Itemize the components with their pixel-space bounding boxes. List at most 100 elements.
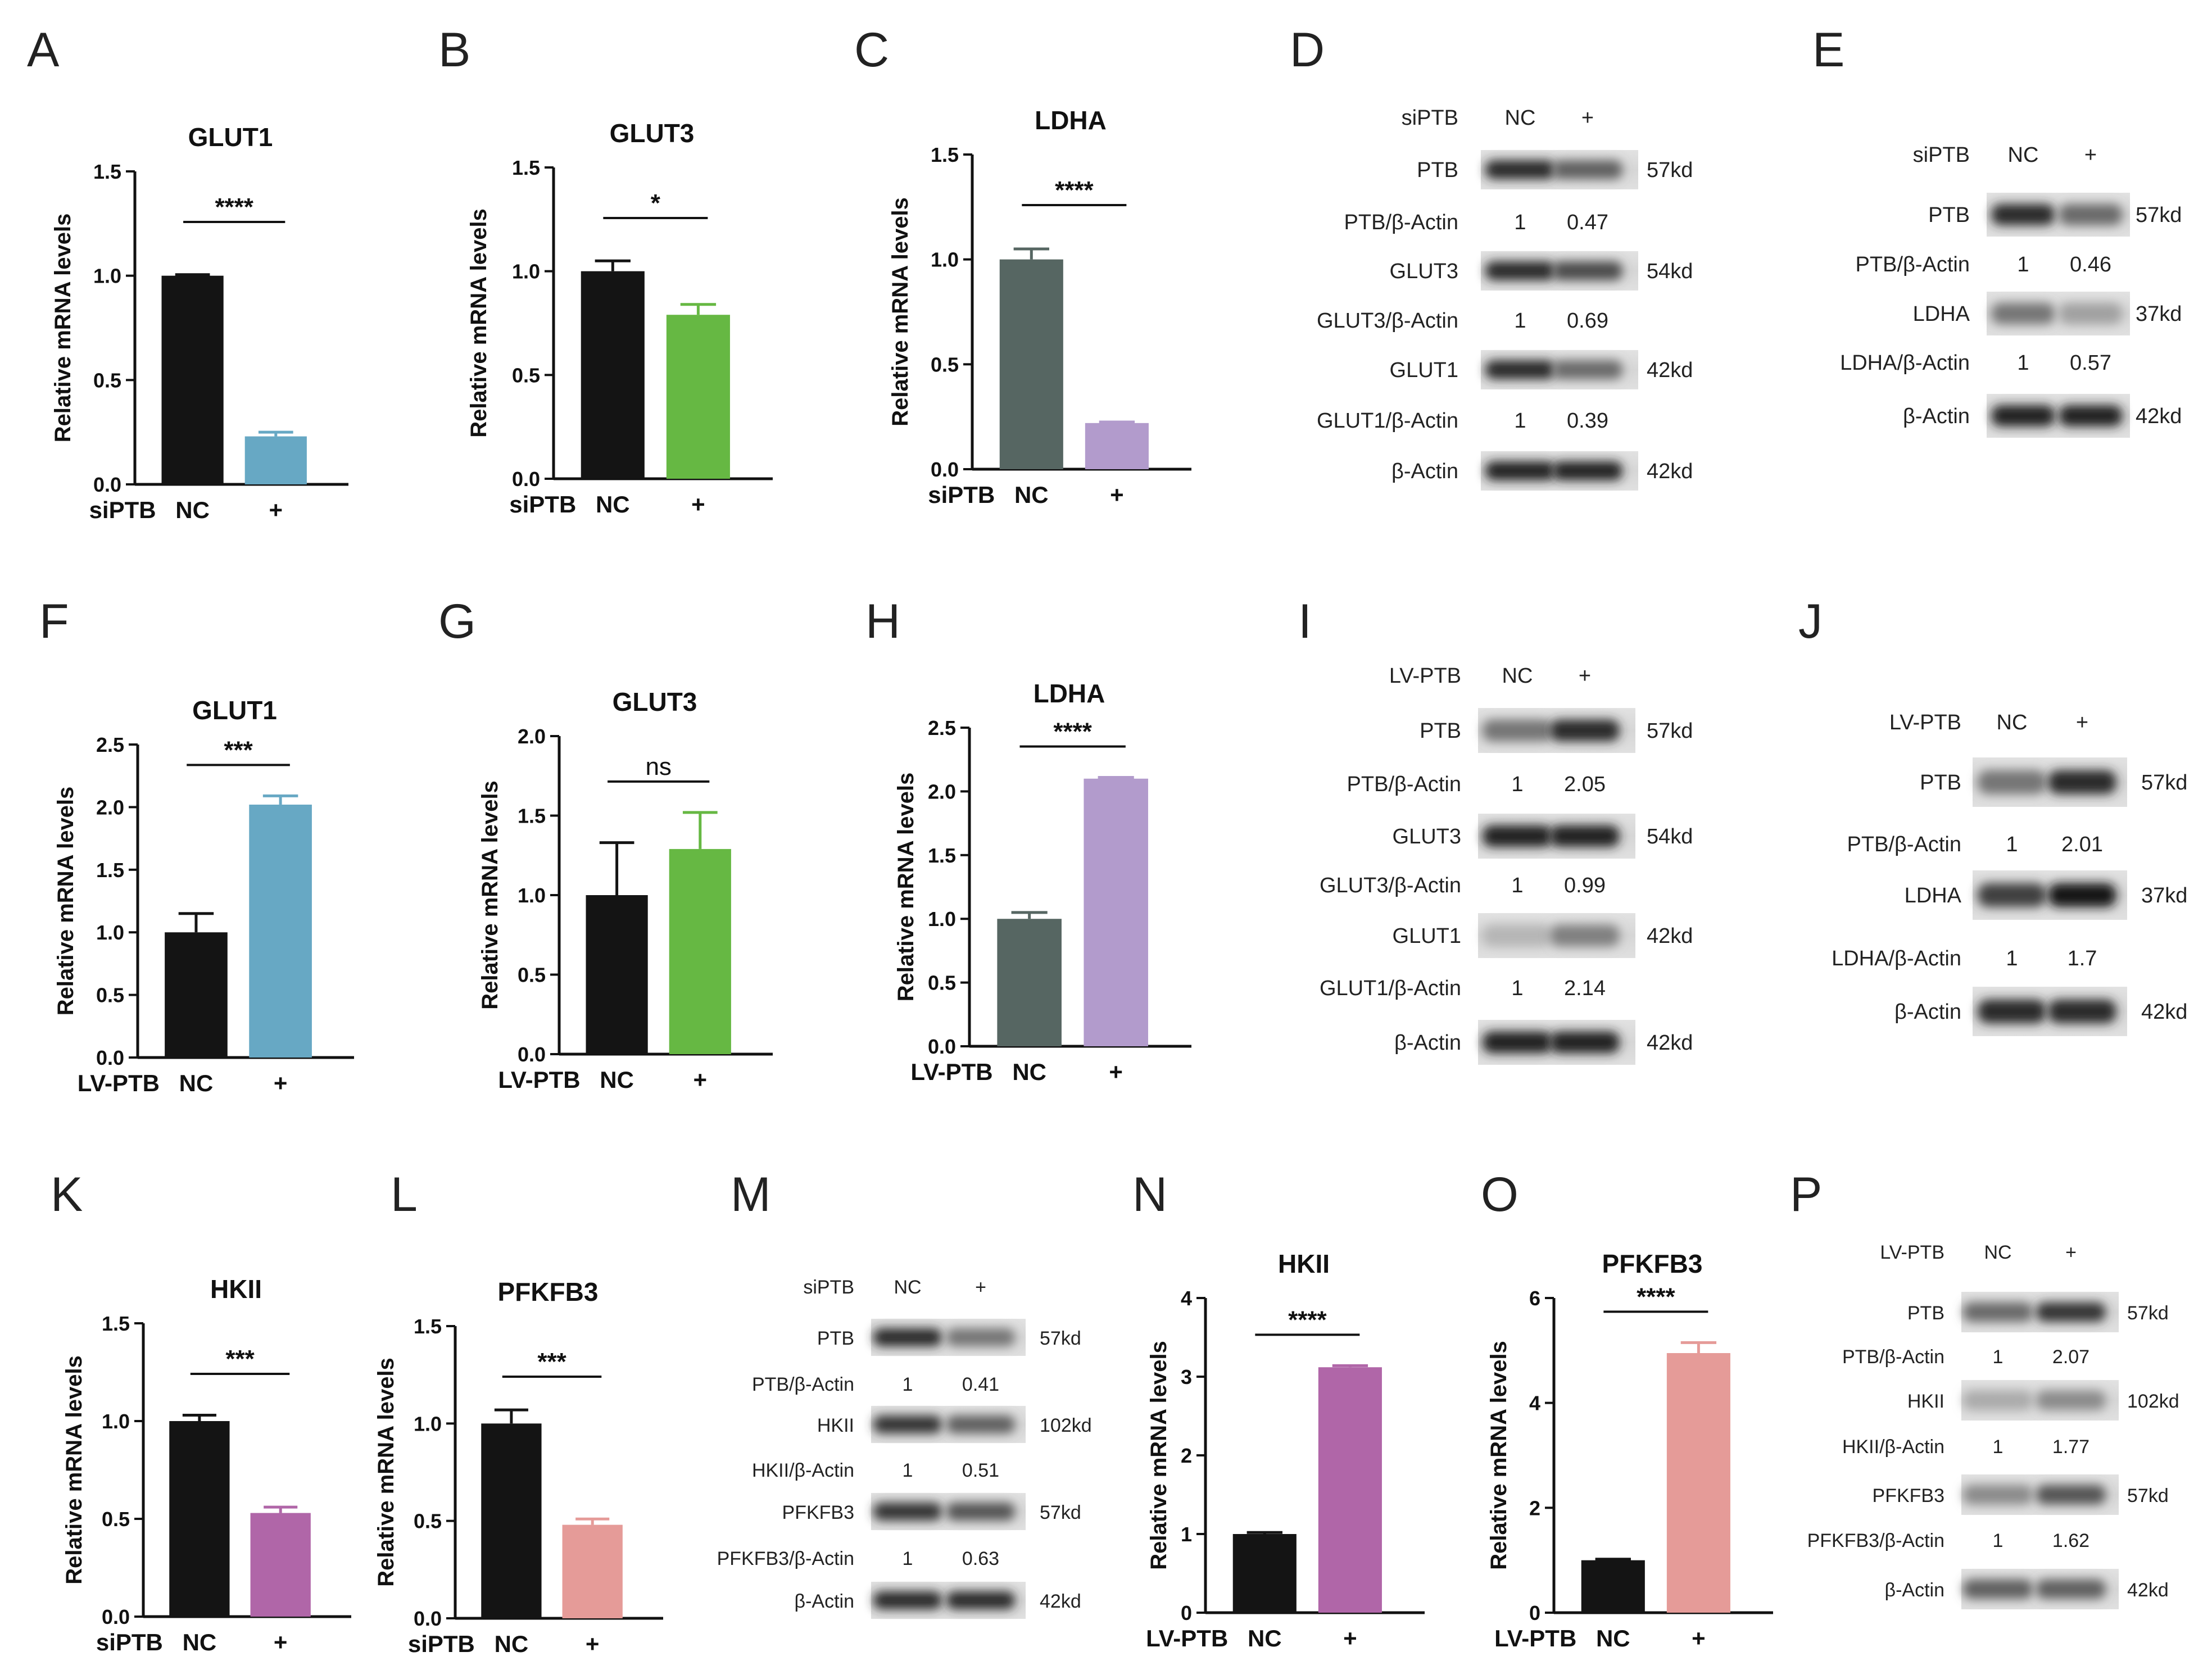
row-label: PTB/β-Actin <box>1842 1346 1944 1368</box>
y-tick-label: 0.0 <box>931 458 959 481</box>
x-category-label: + <box>1692 1625 1706 1651</box>
panel-label: F <box>39 595 69 648</box>
row-label: PFKFB3/β-Actin <box>717 1548 854 1569</box>
panel-label: G <box>438 595 476 648</box>
protein-band-nc <box>1991 204 2055 225</box>
y-tick-label: 2.0 <box>518 725 546 748</box>
western-i: I LV-PTB NC + PTB 57kd PTB/β-Actin 1 2.05 GLUT3 54… <box>1298 595 1693 1065</box>
ratio-value: 2.14 <box>1564 977 1606 1000</box>
panel-label: C <box>854 23 889 77</box>
x-category-label: NC <box>1248 1625 1282 1651</box>
row-label: GLUT1/β-Actin <box>1317 409 1458 433</box>
western-p: P LV-PTB NC + PTB 57kd PTB/β-Actin 1 2.07 HKII 102… <box>1790 1168 2179 1609</box>
panel-label: D <box>1290 23 1325 77</box>
row-label: GLUT3 <box>1393 825 1461 848</box>
chart-title: LDHA <box>1034 679 1105 708</box>
ratio-value: 0.69 <box>1567 309 1608 333</box>
blot-strip <box>1481 251 1638 291</box>
y-axis-label: Relative mRNA levels <box>466 208 491 438</box>
lane-label-nc: NC <box>2008 143 2039 167</box>
y-tick-label: 3 <box>1181 1365 1192 1388</box>
y-tick-label: 1.5 <box>102 1312 130 1335</box>
blot-strip <box>871 1319 1026 1356</box>
y-tick-label: 0.0 <box>102 1605 130 1628</box>
lane-label-treated: + <box>2084 143 2097 167</box>
protein-band-treated <box>2048 883 2116 907</box>
row-label: β-Actin <box>1894 1000 1961 1024</box>
lane-label-nc: NC <box>1502 664 1533 688</box>
molecular-weight: 42kd <box>1647 460 1693 483</box>
molecular-weight: 42kd <box>2141 1000 2187 1024</box>
lane-label-treated: + <box>1581 106 1594 130</box>
row-label: PFKFB3/β-Actin <box>1807 1530 1944 1551</box>
ratio-value: 1 <box>2017 351 2029 375</box>
treatment-label: LV-PTB <box>1880 1242 1944 1263</box>
ratio-value: 0.39 <box>1567 409 1608 433</box>
bar-nc <box>165 932 228 1058</box>
row-label: PFKFB3 <box>1873 1485 1944 1506</box>
y-axis-label: Relative mRNA levels <box>1146 1341 1171 1570</box>
protein-band-treated <box>2036 1485 2106 1505</box>
x-category-label: + <box>274 1070 288 1096</box>
protein-band-nc <box>1485 461 1555 480</box>
row-label: PTB/β-Actin <box>1847 833 1961 856</box>
ratio-value: 2.01 <box>2061 833 2103 856</box>
molecular-weight: 102kd <box>2127 1391 2179 1412</box>
significance-mark: *** <box>537 1348 566 1376</box>
ratio-value: 1 <box>1993 1346 2004 1368</box>
row-label: PTB/β-Actin <box>752 1374 854 1395</box>
x-category-label: NC <box>179 1070 214 1096</box>
row-label: PTB <box>1920 771 1961 795</box>
molecular-weight: 57kd <box>2141 771 2187 795</box>
protein-band-treated <box>1553 461 1622 480</box>
protein-band-treated <box>2036 1302 2106 1322</box>
treatment-label: LV-PTB <box>498 1067 580 1093</box>
blot-strip <box>1961 1474 2119 1515</box>
y-tick-label: 1.5 <box>928 844 956 867</box>
y-tick-label: 0.5 <box>414 1510 442 1533</box>
bar-treated <box>244 436 307 484</box>
y-tick-label: 1.5 <box>518 805 546 828</box>
ratio-value: 1 <box>1511 977 1523 1000</box>
blot-strip <box>1961 1292 2119 1332</box>
x-category-label: NC <box>1014 482 1049 508</box>
blot-strip <box>1481 451 1638 491</box>
blot-strip <box>1478 708 1635 753</box>
ratio-value: 1 <box>1514 309 1526 333</box>
y-tick-label: 1.5 <box>96 859 124 882</box>
ratio-value: 0.47 <box>1567 211 1608 234</box>
blot-strip <box>1961 1380 2119 1421</box>
protein-band-nc <box>1485 261 1555 280</box>
y-tick-label: 2.0 <box>96 796 124 819</box>
protein-band-treated <box>1550 719 1620 742</box>
ratio-value: 2.05 <box>1564 773 1606 796</box>
protein-band-nc <box>1991 405 2055 426</box>
molecular-weight: 42kd <box>2136 405 2182 428</box>
row-label: β-Actin <box>795 1591 854 1612</box>
treatment-label: siPTB <box>408 1631 475 1657</box>
significance-mark: *** <box>224 736 253 764</box>
x-category-label: + <box>269 497 283 523</box>
lane-label-treated: + <box>975 1277 986 1298</box>
protein-band-treated <box>2059 405 2123 426</box>
blot-strip <box>1973 757 2127 807</box>
ratio-value: 1 <box>2006 833 2018 856</box>
protein-band-treated <box>2059 303 2123 324</box>
significance-mark: **** <box>1053 718 1092 745</box>
row-label: LDHA/β-Actin <box>1832 947 1961 970</box>
chart-title: GLUT3 <box>613 687 697 716</box>
treatment-label: siPTB <box>1913 143 1970 167</box>
x-category-label: + <box>1109 1059 1123 1085</box>
ratio-value: 1.62 <box>2052 1530 2089 1551</box>
bar-nc <box>581 271 645 479</box>
y-axis-label: Relative mRNA levels <box>1486 1341 1511 1570</box>
lane-label-nc: NC <box>894 1277 921 1298</box>
blot-strip <box>1987 394 2130 438</box>
chart-f: F GLUT1 0.0 0.5 1.0 1.5 2.0 2.5 Relative mRNA le… <box>39 595 354 1096</box>
treatment-label: LV-PTB <box>1146 1625 1228 1651</box>
y-tick-label: 0.0 <box>512 468 540 491</box>
ratio-value: 1 <box>1511 874 1523 897</box>
